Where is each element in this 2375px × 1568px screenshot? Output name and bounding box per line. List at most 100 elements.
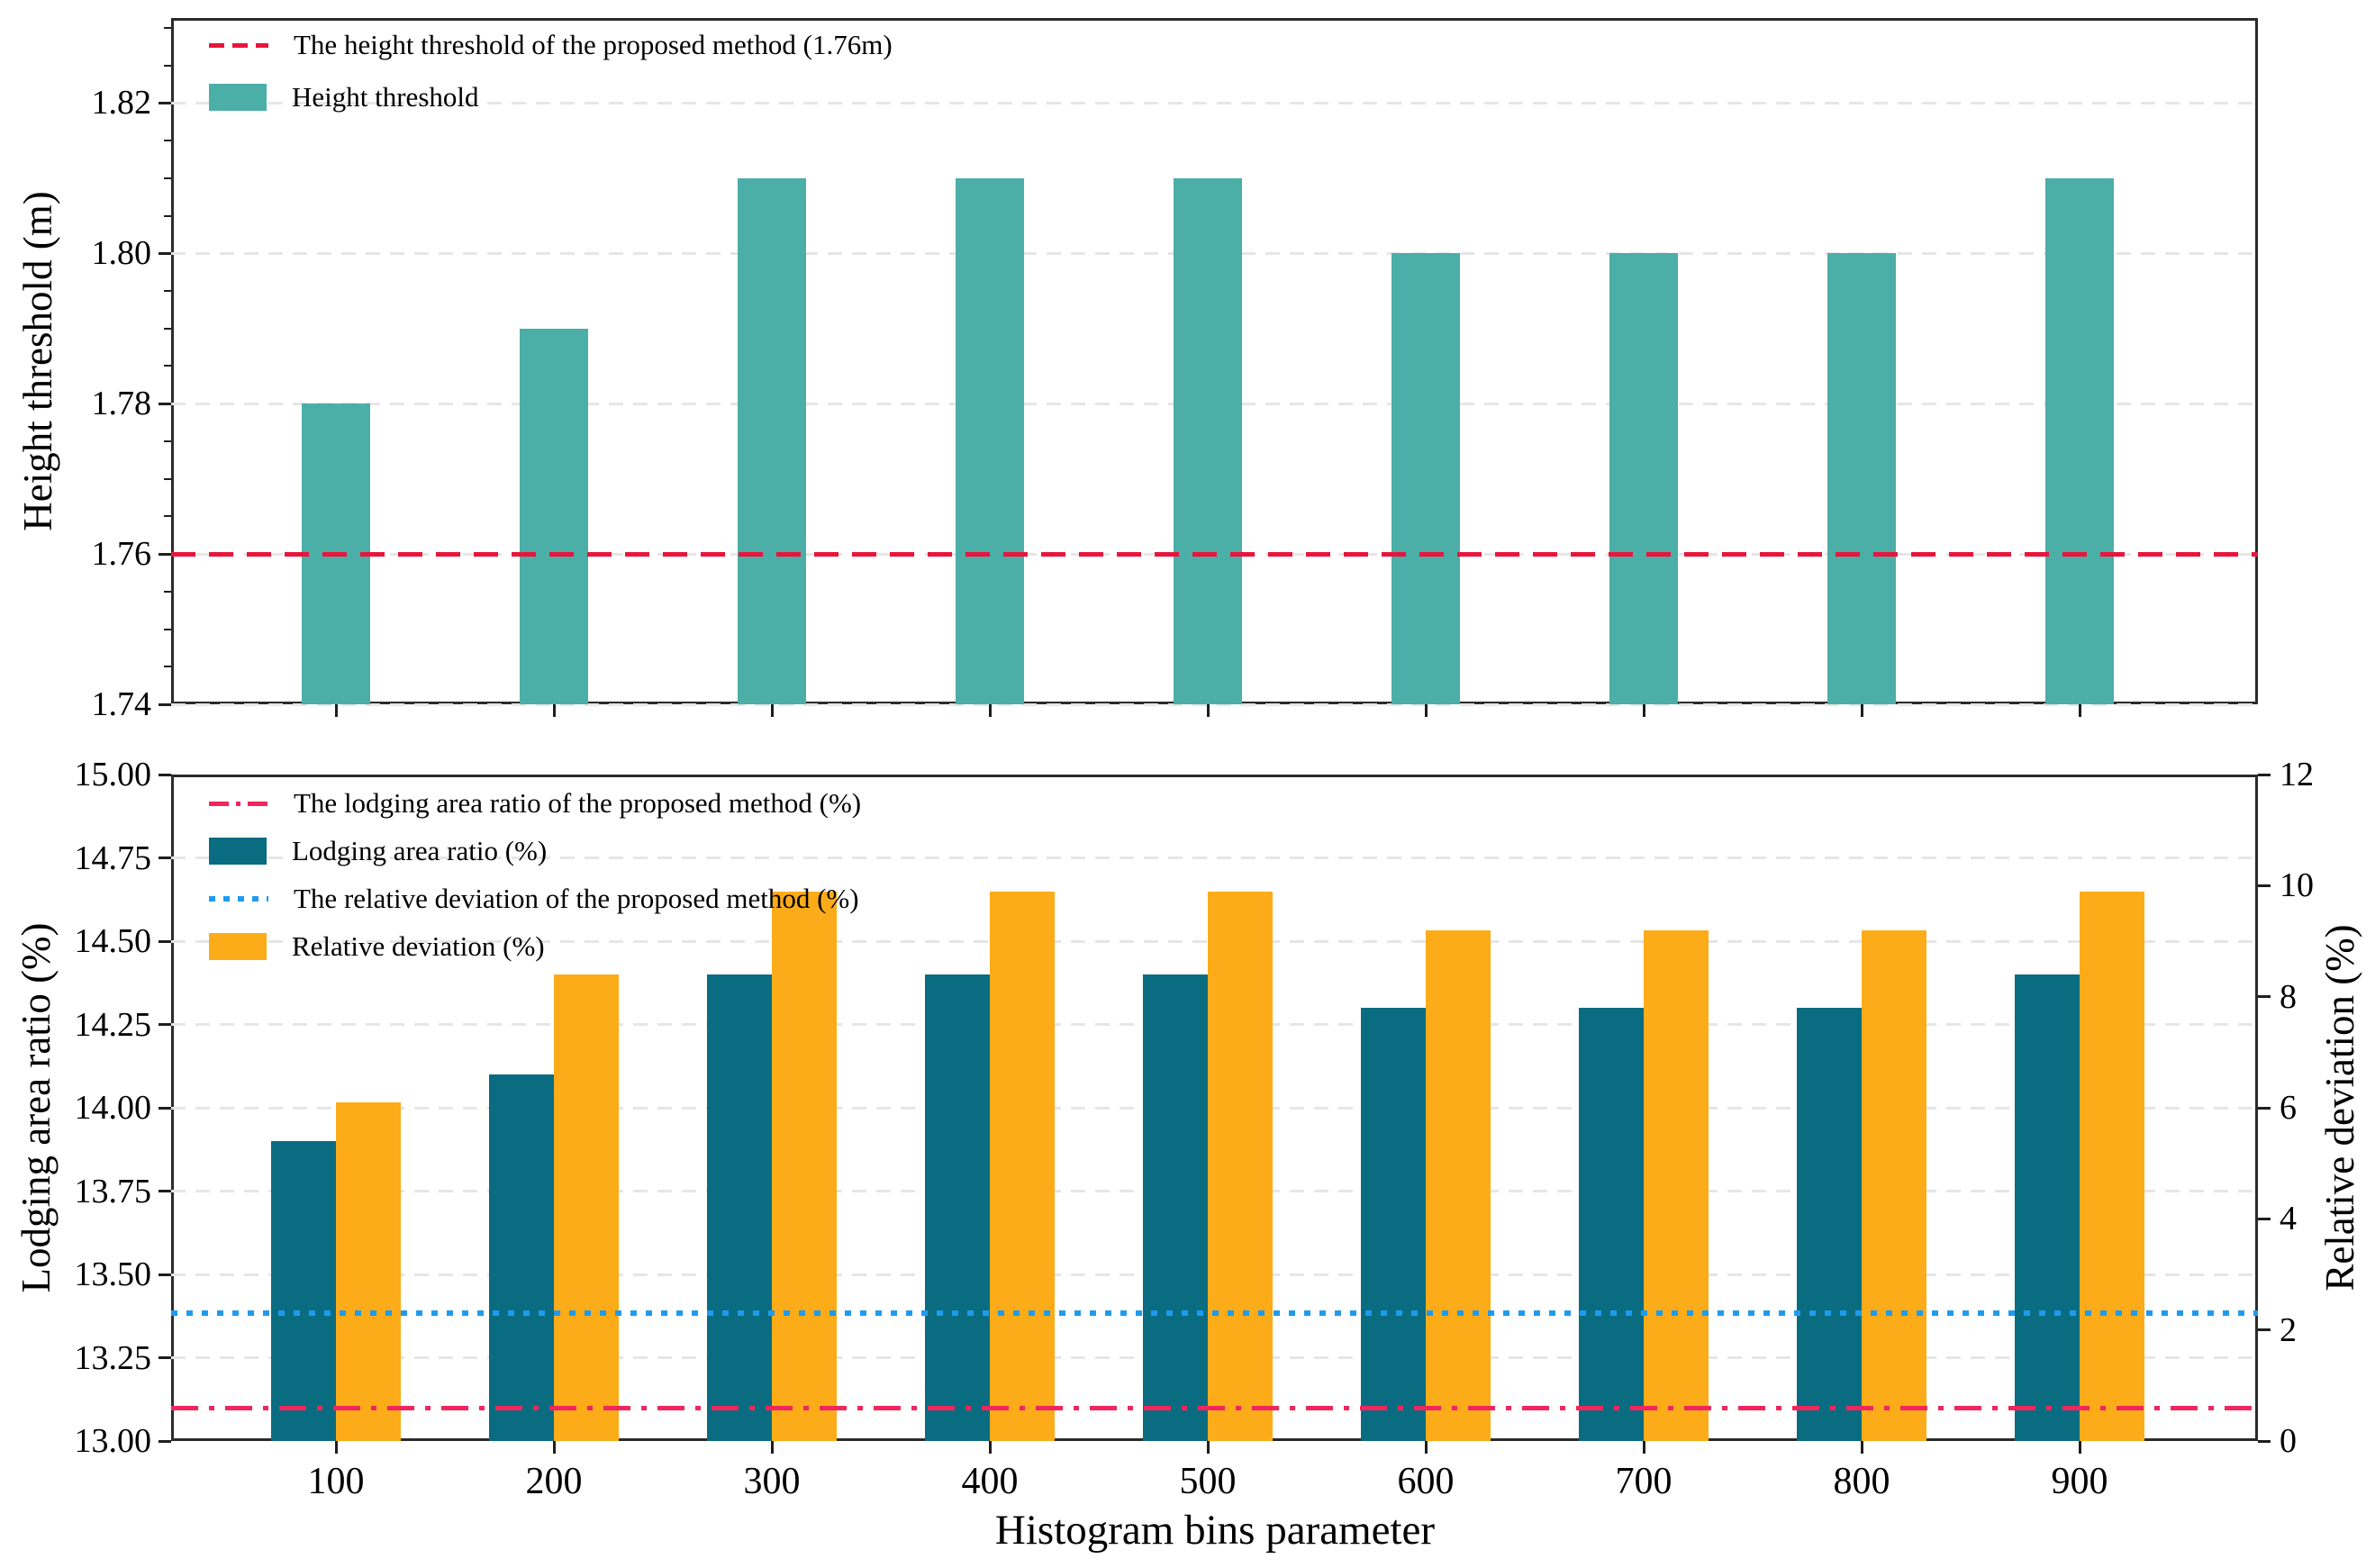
bottom-right-y-tick-label: 2 bbox=[2280, 1310, 2297, 1349]
top-y-minor-tick bbox=[164, 628, 171, 630]
legend-label: The relative deviation of the proposed m… bbox=[294, 883, 859, 914]
bottom-left-y-tick bbox=[159, 1190, 171, 1192]
top-y-minor-tick bbox=[164, 214, 171, 217]
bar-relative-deviation-400 bbox=[990, 891, 1055, 1441]
relative-deviation-reference-line bbox=[171, 1310, 2258, 1317]
legend-row-deviation-ref: The relative deviation of the proposed m… bbox=[209, 883, 861, 915]
bar-relative-deviation-300 bbox=[772, 891, 837, 1441]
bar-relative-deviation-200 bbox=[554, 974, 619, 1441]
bar-lodging-area-ratio-300 bbox=[707, 974, 772, 1441]
top-x-tick bbox=[1642, 704, 1645, 717]
bottom-left-y-tick-label: 14.25 bbox=[74, 1005, 152, 1044]
bottom-left-y-tick-label: 15.00 bbox=[74, 756, 152, 793]
top-x-tick bbox=[988, 704, 992, 717]
legend-label: The height threshold of the proposed met… bbox=[294, 29, 893, 60]
x-tick-label: 400 bbox=[961, 1461, 1019, 1502]
bottom-left-y-tick bbox=[159, 857, 171, 859]
top-y-minor-tick bbox=[164, 26, 171, 29]
top-y-tick bbox=[159, 251, 171, 255]
bottom-left-y-tick-label: 14.75 bbox=[74, 838, 152, 877]
bottom-right-y-tick-label: 8 bbox=[2280, 977, 2297, 1016]
legend-row-deviation-bars: Relative deviation (%) bbox=[209, 930, 861, 963]
top-gridline bbox=[171, 702, 2258, 706]
bottom-x-tick bbox=[1642, 1441, 1645, 1454]
top-y-minor-tick bbox=[164, 177, 171, 179]
orange-patch-swatch bbox=[209, 933, 267, 960]
bottom-right-y-tick-label: 6 bbox=[2280, 1089, 2297, 1127]
legend-label: The lodging area ratio of the proposed m… bbox=[294, 787, 862, 819]
top-y-minor-tick bbox=[164, 477, 171, 480]
bottom-x-tick bbox=[1424, 1441, 1428, 1454]
bottom-right-y-axis-label: Relative deviation (%) bbox=[2317, 924, 2362, 1292]
top-y-tick bbox=[159, 101, 171, 104]
bottom-x-tick bbox=[552, 1441, 556, 1454]
bottom-right-y-tick bbox=[2258, 1217, 2271, 1220]
top-y-tick-label: 1.74 bbox=[91, 685, 152, 723]
bottom-left-y-tick-label: 13.75 bbox=[74, 1172, 152, 1210]
legend-row-lodging-ref: The lodging area ratio of the proposed m… bbox=[209, 787, 861, 820]
bottom-x-tick bbox=[2078, 1441, 2081, 1454]
teal-patch-swatch bbox=[209, 84, 267, 111]
bar-lodging-area-ratio-700 bbox=[1579, 1008, 1644, 1441]
bar-lodging-area-ratio-400 bbox=[925, 974, 990, 1441]
bar-height-threshold-400 bbox=[956, 177, 1024, 704]
bottom-chart-legend: The lodging area ratio of the proposed m… bbox=[209, 787, 861, 963]
bottom-right-y-tick bbox=[2258, 1328, 2271, 1332]
top-y-tick bbox=[159, 552, 171, 556]
top-y-minor-tick bbox=[164, 666, 171, 668]
bar-lodging-area-ratio-200 bbox=[489, 1074, 554, 1441]
pink-dashdot-line-swatch bbox=[209, 801, 268, 806]
top-x-tick bbox=[334, 704, 338, 717]
top-y-minor-tick bbox=[164, 140, 171, 142]
bar-lodging-area-ratio-500 bbox=[1143, 974, 1208, 1441]
top-x-tick bbox=[1424, 704, 1428, 717]
top-y-minor-tick bbox=[164, 289, 171, 292]
top-y-minor-tick bbox=[164, 327, 171, 330]
bottom-x-tick bbox=[770, 1441, 774, 1454]
top-y-minor-tick bbox=[164, 365, 171, 367]
legend-row-height-threshold-bars: Height threshold bbox=[209, 81, 893, 113]
bottom-left-y-tick-label: 14.00 bbox=[74, 1089, 152, 1127]
bottom-left-y-tick-label: 13.00 bbox=[74, 1422, 152, 1460]
x-tick-label: 600 bbox=[1397, 1461, 1455, 1502]
bottom-right-y-tick-label: 12 bbox=[2280, 756, 2314, 793]
red-dashed-line-swatch bbox=[209, 42, 268, 48]
top-y-tick-label: 1.82 bbox=[91, 84, 152, 122]
bar-relative-deviation-500 bbox=[1208, 891, 1273, 1441]
bottom-left-y-tick-label: 13.25 bbox=[74, 1338, 152, 1377]
top-y-tick-label: 1.78 bbox=[91, 385, 152, 423]
bar-height-threshold-200 bbox=[520, 328, 588, 704]
bottom-right-y-tick bbox=[2258, 1439, 2271, 1443]
bottom-right-y-tick bbox=[2258, 773, 2271, 776]
top-y-minor-tick bbox=[164, 515, 171, 518]
bar-relative-deviation-100 bbox=[336, 1101, 401, 1441]
top-y-minor-tick bbox=[164, 590, 171, 593]
top-y-minor-tick bbox=[164, 440, 171, 442]
bar-lodging-area-ratio-100 bbox=[271, 1141, 336, 1441]
top-y-tick-label: 1.76 bbox=[91, 535, 152, 574]
bottom-right-y-tick-label: 4 bbox=[2280, 1200, 2297, 1238]
top-y-tick-label: 1.80 bbox=[91, 234, 152, 273]
top-x-tick bbox=[2078, 704, 2081, 717]
x-tick-label: 100 bbox=[307, 1461, 365, 1502]
bar-height-threshold-600 bbox=[1391, 253, 1460, 704]
x-tick-label: 800 bbox=[1833, 1461, 1890, 1502]
bottom-left-y-tick-label: 13.50 bbox=[74, 1255, 152, 1293]
top-y-tick bbox=[159, 702, 171, 706]
top-x-tick bbox=[1860, 704, 1863, 717]
bottom-x-tick bbox=[1206, 1441, 1210, 1454]
bar-lodging-area-ratio-800 bbox=[1797, 1008, 1862, 1441]
bar-relative-deviation-900 bbox=[2080, 891, 2144, 1441]
bar-height-threshold-900 bbox=[2045, 177, 2114, 704]
bar-height-threshold-800 bbox=[1827, 253, 1896, 704]
bottom-left-y-tick-label: 14.50 bbox=[74, 922, 152, 960]
x-tick-label: 200 bbox=[525, 1461, 583, 1502]
legend-row-height-threshold-ref: The height threshold of the proposed met… bbox=[209, 29, 893, 61]
x-axis-label: Histogram bins parameter bbox=[994, 1507, 1436, 1554]
bottom-left-y-tick bbox=[159, 939, 171, 943]
top-x-tick bbox=[1206, 704, 1210, 717]
top-y-minor-tick bbox=[164, 64, 171, 67]
